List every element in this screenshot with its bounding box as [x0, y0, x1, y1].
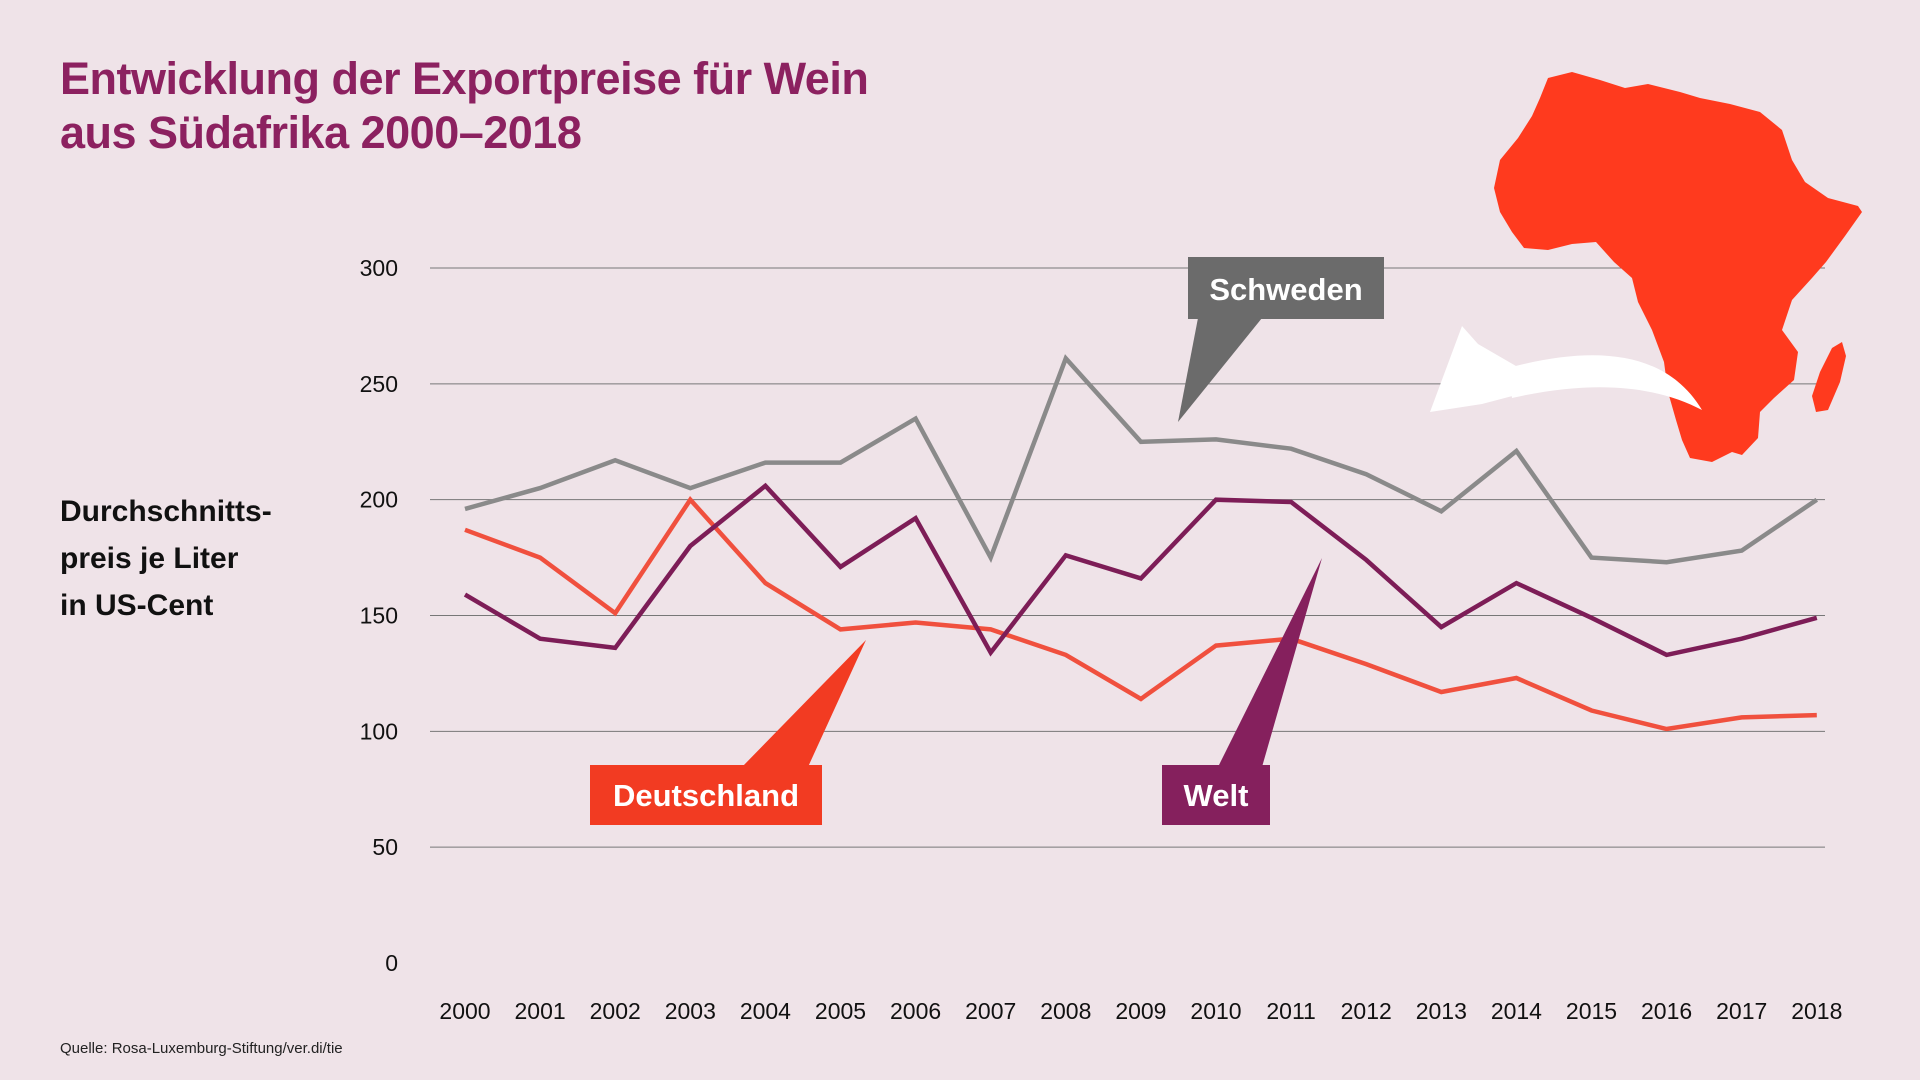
callout-welt-label: Welt — [1184, 778, 1249, 813]
title-line-1: Entwicklung der Exportpreise für Wein — [60, 53, 869, 104]
chart-title: Entwicklung der Exportpreise für Wein au… — [60, 52, 1160, 160]
callout-schweden-label: Schweden — [1209, 272, 1362, 307]
series-line-schweden — [464, 354, 1819, 565]
x-tick-label: 2015 — [1566, 998, 1617, 1024]
curved-arrow-icon — [1430, 326, 1702, 412]
y-tick-label: 300 — [360, 255, 398, 281]
series-line-deutschland — [464, 496, 1817, 732]
x-tick-label: 2001 — [515, 998, 566, 1024]
callout-deutschland-label: Deutschland — [613, 778, 799, 813]
x-axis-ticks: 2000 2001 2002 2003 2004 2005 2006 2007 2008 2009… — [439, 998, 1842, 1024]
callout-schweden: Schweden — [1178, 257, 1384, 422]
y-axis-ticks: 0 50 100 150 200 250 300 — [360, 255, 398, 976]
callout-deutschland: Deutschland — [590, 640, 866, 825]
x-tick-label: 2009 — [1115, 998, 1166, 1024]
x-tick-label: 2011 — [1266, 998, 1315, 1024]
x-tick-label: 2007 — [965, 998, 1016, 1024]
y-tick-label: 250 — [360, 371, 398, 397]
callout-welt: Welt — [1162, 558, 1322, 825]
y-tick-label: 200 — [360, 487, 398, 513]
x-tick-label: 2010 — [1190, 998, 1241, 1024]
x-tick-label: 2003 — [665, 998, 716, 1024]
y-axis-label-line-1: Durchschnitts- — [60, 495, 272, 528]
x-tick-label: 2006 — [890, 998, 941, 1024]
y-tick-label: 50 — [372, 834, 398, 860]
y-axis-label-line-3: in US-Cent — [60, 589, 214, 622]
x-tick-label: 2013 — [1416, 998, 1467, 1024]
x-tick-label: 2002 — [590, 998, 641, 1024]
x-tick-label: 2008 — [1040, 998, 1091, 1024]
y-tick-label: 150 — [360, 603, 398, 629]
y-tick-label: 100 — [360, 718, 398, 744]
x-tick-label: 2000 — [439, 998, 490, 1024]
series-line-welt — [463, 482, 1818, 658]
x-tick-label: 2012 — [1341, 998, 1392, 1024]
x-tick-label: 2018 — [1791, 998, 1842, 1024]
source-note: Quelle: Rosa-Luxemburg-Stiftung/ver.di/t… — [60, 1040, 343, 1057]
series-lines — [463, 354, 1819, 732]
x-tick-label: 2017 — [1716, 998, 1767, 1024]
y-axis-label: Durchschnitts- preis je Liter in US-Cent — [60, 488, 340, 629]
title-line-2: aus Südafrika 2000–2018 — [60, 107, 582, 158]
x-tick-label: 2004 — [740, 998, 791, 1024]
x-tick-label: 2014 — [1491, 998, 1542, 1024]
x-tick-label: 2005 — [815, 998, 866, 1024]
y-axis-label-line-2: preis je Liter — [60, 542, 239, 575]
y-tick-label: 0 — [385, 950, 398, 976]
africa-map-icon — [1494, 72, 1862, 462]
x-tick-label: 2016 — [1641, 998, 1692, 1024]
